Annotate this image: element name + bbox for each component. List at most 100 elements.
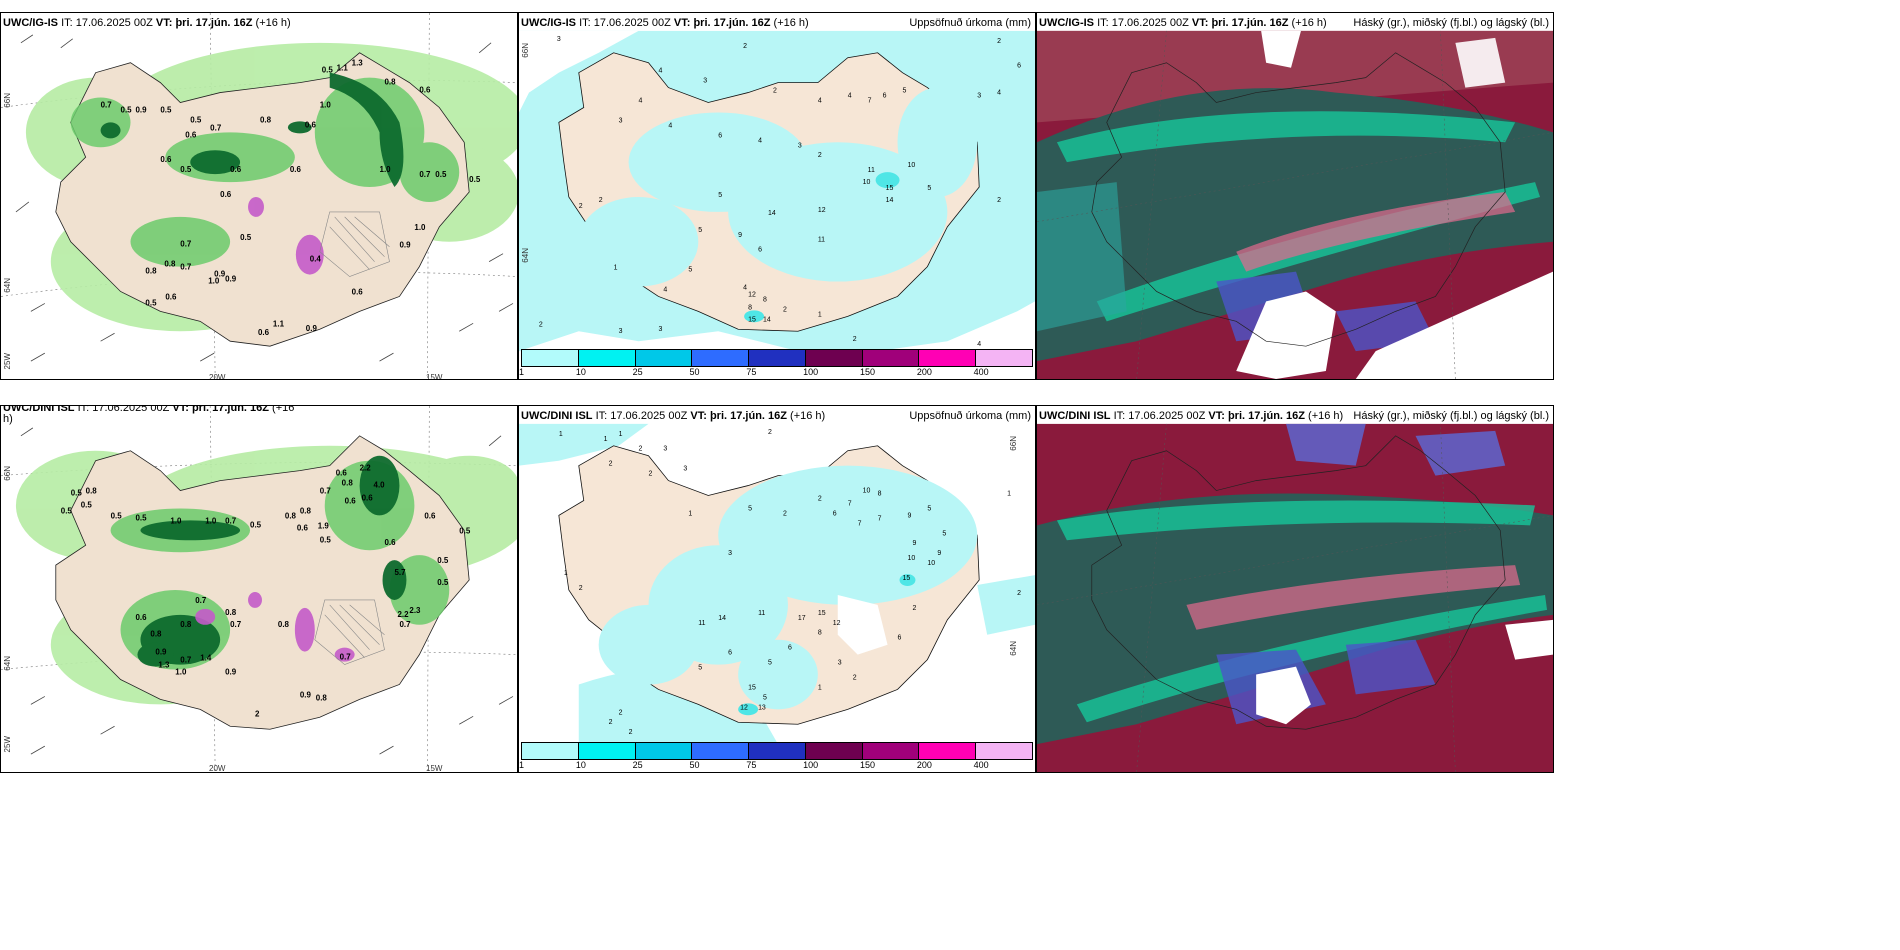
svg-text:0.8: 0.8 (316, 693, 328, 702)
svg-text:6: 6 (718, 132, 722, 139)
colorbar-swatch-1 (522, 350, 579, 366)
colorbar-swatch-4 (692, 743, 750, 759)
svg-text:9: 9 (907, 512, 911, 519)
precip-value: 0.5 (469, 175, 481, 184)
svg-text:0.9: 0.9 (300, 690, 312, 699)
svg-text:15: 15 (886, 185, 894, 192)
precip-value: 0.6 (419, 86, 431, 95)
svg-text:10: 10 (863, 179, 871, 186)
svg-text:2: 2 (997, 38, 1001, 45)
svg-text:14: 14 (886, 197, 894, 204)
svg-text:3: 3 (658, 326, 662, 333)
svg-text:0.8: 0.8 (225, 608, 237, 617)
svg-text:1.3: 1.3 (158, 661, 170, 670)
colorbar-swatch-9 (976, 350, 1033, 366)
colorbar-tick: 1 (519, 367, 525, 377)
svg-text:11: 11 (868, 167, 875, 174)
lon-label-15w: 15W (426, 373, 443, 380)
colorbar (521, 349, 1033, 367)
svg-text:15: 15 (748, 316, 756, 323)
svg-text:5: 5 (768, 660, 772, 667)
svg-text:0.6: 0.6 (297, 523, 309, 532)
svg-text:14: 14 (718, 615, 726, 622)
svg-text:11: 11 (698, 620, 705, 627)
svg-text:2: 2 (639, 446, 643, 453)
svg-text:6: 6 (758, 247, 762, 254)
precip-value: 0.9 (135, 105, 147, 114)
precip-value: 1.0 (380, 165, 392, 174)
colorbar-swatch-8 (919, 350, 977, 366)
lat-label-65n: 66N (521, 43, 530, 58)
lat-label-66n: 66N (3, 466, 12, 481)
svg-text:5: 5 (927, 505, 931, 512)
svg-text:1: 1 (688, 510, 692, 517)
colorbar-tick: 10 (575, 760, 586, 770)
svg-text:5: 5 (698, 665, 702, 672)
svg-text:0.8: 0.8 (300, 506, 312, 515)
svg-text:0.8: 0.8 (150, 630, 162, 639)
precip-value: 0.4 (310, 255, 322, 264)
svg-text:9: 9 (912, 540, 916, 547)
svg-text:5: 5 (942, 530, 946, 537)
svg-text:0.5: 0.5 (71, 489, 83, 498)
svg-text:7: 7 (858, 520, 862, 527)
precip-value: 0.7 (180, 240, 192, 249)
svg-text:4: 4 (743, 284, 747, 291)
svg-text:0.7: 0.7 (180, 656, 192, 665)
precip-value: 0.8 (385, 78, 397, 87)
colorbar-swatch-8 (919, 743, 977, 759)
colorbar-swatch-7 (862, 743, 920, 759)
lat-label-66n: 66N (3, 93, 12, 108)
colorbar-tick: 75 (746, 760, 757, 770)
cloud-map (1037, 30, 1553, 379)
svg-text:0.6: 0.6 (135, 613, 147, 622)
svg-text:0.5: 0.5 (459, 526, 471, 535)
svg-text:2: 2 (768, 429, 772, 436)
svg-text:2: 2 (1017, 590, 1021, 597)
svg-text:9: 9 (738, 232, 742, 239)
svg-text:3: 3 (663, 446, 667, 453)
svg-text:0.7: 0.7 (230, 620, 242, 629)
svg-text:0.5: 0.5 (111, 511, 123, 520)
cloud-map (1037, 423, 1553, 772)
lon-label-20w: 20W (209, 764, 226, 773)
precip-value: 1.1 (337, 64, 349, 73)
svg-text:12: 12 (740, 704, 748, 711)
svg-text:6: 6 (898, 635, 902, 642)
svg-text:0.8: 0.8 (278, 620, 290, 629)
colorbar-swatch-7 (862, 350, 920, 366)
svg-text:1.0: 1.0 (205, 516, 217, 525)
svg-text:1: 1 (564, 570, 568, 577)
svg-text:0.8: 0.8 (342, 479, 354, 488)
precip-value: 0.5 (240, 233, 252, 242)
svg-text:0.9: 0.9 (155, 648, 167, 657)
svg-text:14: 14 (763, 316, 771, 323)
svg-text:0.7: 0.7 (195, 596, 207, 605)
panel-accum-precip-igis: UWC/IG-IS IT: 17.06.2025 00Z VT: þri. 17… (518, 12, 1036, 380)
colorbar-tick: 400 (973, 760, 989, 770)
lon-label-20w: 20W (209, 373, 226, 380)
svg-text:2: 2 (255, 709, 260, 718)
svg-text:6: 6 (833, 510, 837, 517)
svg-text:0.5: 0.5 (135, 513, 147, 522)
svg-text:0.7: 0.7 (225, 516, 237, 525)
panel-header: UWC/IG-IS IT: 17.06.2025 00Z VT: þri. 17… (3, 17, 291, 29)
precip-value: 1.3 (352, 59, 364, 68)
colorbar-ticks: 1 10 25 50 75 100 150 200 400 (519, 367, 1033, 379)
svg-text:8: 8 (878, 491, 882, 498)
svg-text:2: 2 (579, 585, 583, 592)
colorbar-tick: 150 (859, 760, 876, 770)
colorbar-tick: 75 (746, 367, 757, 377)
panel-title: Uppsöfnuð úrkoma (mm) (909, 17, 1031, 29)
svg-text:7: 7 (878, 515, 882, 522)
svg-text:1: 1 (614, 265, 618, 272)
panel-title: Háský (gr.), miðský (fj.bl.) og lágský (… (1353, 17, 1549, 29)
svg-text:10: 10 (907, 162, 915, 169)
svg-text:0.7: 0.7 (320, 487, 332, 496)
svg-text:3: 3 (838, 660, 842, 667)
svg-text:3: 3 (977, 93, 981, 100)
svg-text:4: 4 (997, 90, 1001, 97)
colorbar-swatch-1 (522, 743, 579, 759)
